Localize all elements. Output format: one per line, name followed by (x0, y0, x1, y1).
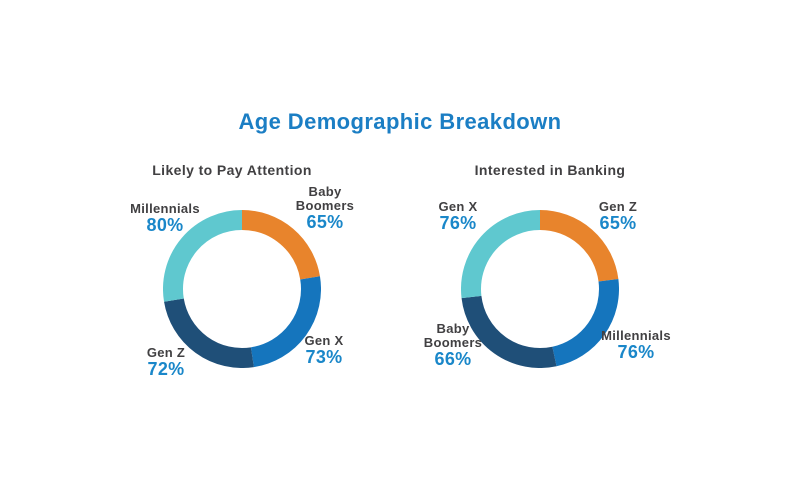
slice-label-baby-boomers: Baby Boomers 66% (417, 322, 489, 369)
slice-name: Millennials (130, 201, 200, 216)
donut-slice-gen-x (250, 276, 321, 368)
donut-chart-likely-to-pay-attention (163, 210, 321, 368)
slice-label-gen-x: Gen X 76% (438, 200, 477, 233)
slice-percent: 66% (434, 349, 472, 369)
donut-slice-millennials (163, 210, 243, 302)
slice-percent: 80% (146, 215, 184, 235)
donut-slice-gen-z (539, 210, 619, 282)
donut-slice-baby-boomers (241, 210, 320, 280)
donut-slice-gen-z (164, 298, 254, 368)
slice-percent: 73% (305, 347, 343, 367)
slice-name: Baby Boomers (423, 321, 483, 350)
donut-slice-baby-boomers (461, 295, 557, 368)
donut-slice-millennials (551, 278, 619, 367)
slice-name: Gen X (438, 199, 478, 214)
slice-percent: 65% (599, 213, 637, 233)
slice-label-millennials: Millennials 80% (130, 202, 200, 235)
slice-name: Baby Boomers (295, 184, 355, 213)
donut-slice-gen-x (461, 210, 541, 299)
slice-label-gen-z: Gen Z 65% (599, 200, 637, 233)
chart-title-interested-in-banking: Interested in Banking (474, 162, 626, 178)
page-title: Age Demographic Breakdown (238, 109, 562, 134)
slice-name: Gen Z (146, 345, 186, 360)
slice-percent: 65% (306, 212, 344, 232)
slice-name: Gen Z (598, 199, 638, 214)
donut-chart-interested-in-banking (461, 210, 619, 368)
slice-percent: 76% (439, 213, 477, 233)
chart-title-likely-to-pay-attention: Likely to Pay Attention (152, 162, 312, 178)
slice-percent: 72% (147, 359, 185, 379)
slice-name: Millennials (601, 328, 671, 343)
slice-label-millennials: Millennials 76% (601, 329, 671, 362)
slice-percent: 76% (617, 342, 655, 362)
slice-name: Gen X (304, 333, 344, 348)
slice-label-baby-boomers: Baby Boomers 65% (289, 185, 361, 232)
slice-label-gen-x: Gen X 73% (304, 334, 343, 367)
slice-label-gen-z: Gen Z 72% (147, 346, 185, 379)
